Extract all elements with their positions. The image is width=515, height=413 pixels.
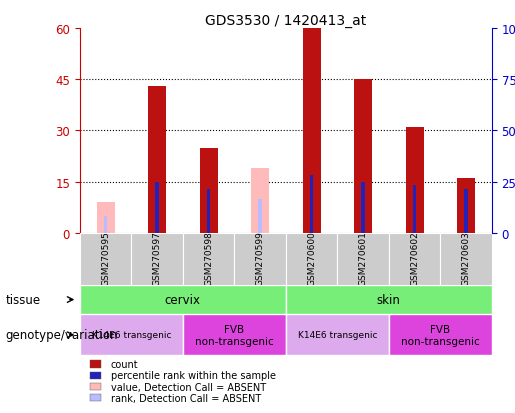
Bar: [183, 315, 286, 355]
Bar: [413, 186, 416, 233]
Bar: [465, 189, 468, 233]
Bar: [310, 176, 313, 233]
Text: GSM270599: GSM270599: [255, 231, 265, 285]
Bar: [80, 233, 131, 285]
Text: cervix: cervix: [165, 293, 201, 306]
Bar: [234, 233, 286, 285]
Bar: [148, 87, 166, 233]
Text: GSM270603: GSM270603: [461, 231, 471, 285]
Text: skin: skin: [377, 293, 401, 306]
Bar: [457, 179, 475, 233]
Bar: [90, 372, 101, 379]
Bar: [258, 199, 262, 233]
Text: value, Detection Call = ABSENT: value, Detection Call = ABSENT: [111, 382, 266, 392]
Text: percentile rank within the sample: percentile rank within the sample: [111, 370, 276, 380]
Bar: [406, 128, 423, 233]
Bar: [80, 315, 183, 355]
Text: GSM270601: GSM270601: [358, 231, 368, 285]
Title: GDS3530 / 1420413_at: GDS3530 / 1420413_at: [205, 14, 367, 28]
Bar: [90, 383, 101, 390]
Bar: [440, 233, 492, 285]
Bar: [361, 182, 365, 233]
Bar: [337, 233, 389, 285]
Bar: [354, 80, 372, 233]
Text: FVB
non-transgenic: FVB non-transgenic: [401, 324, 479, 346]
Text: genotype/variation: genotype/variation: [5, 328, 117, 342]
Bar: [104, 216, 108, 233]
Text: GSM270595: GSM270595: [101, 231, 110, 285]
Text: K14E6 transgenic: K14E6 transgenic: [298, 330, 377, 339]
Text: K14E6 transgenic: K14E6 transgenic: [92, 330, 171, 339]
Bar: [200, 148, 217, 233]
Bar: [90, 394, 101, 401]
Bar: [131, 233, 183, 285]
Text: GSM270597: GSM270597: [152, 231, 162, 285]
Bar: [183, 233, 234, 285]
Text: GSM270602: GSM270602: [410, 231, 419, 285]
Text: GSM270600: GSM270600: [307, 231, 316, 285]
Bar: [389, 233, 440, 285]
Bar: [303, 29, 320, 233]
Text: count: count: [111, 359, 139, 369]
Bar: [251, 169, 269, 233]
Bar: [286, 233, 337, 285]
Text: rank, Detection Call = ABSENT: rank, Detection Call = ABSENT: [111, 393, 261, 403]
Bar: [156, 182, 159, 233]
Bar: [389, 315, 492, 355]
Bar: [97, 203, 114, 233]
Bar: [80, 285, 286, 315]
Text: GSM270598: GSM270598: [204, 231, 213, 285]
Text: FVB
non-transgenic: FVB non-transgenic: [195, 324, 273, 346]
Bar: [90, 361, 101, 368]
Bar: [286, 285, 492, 315]
Bar: [286, 315, 389, 355]
Text: tissue: tissue: [5, 293, 40, 306]
Bar: [207, 189, 210, 233]
